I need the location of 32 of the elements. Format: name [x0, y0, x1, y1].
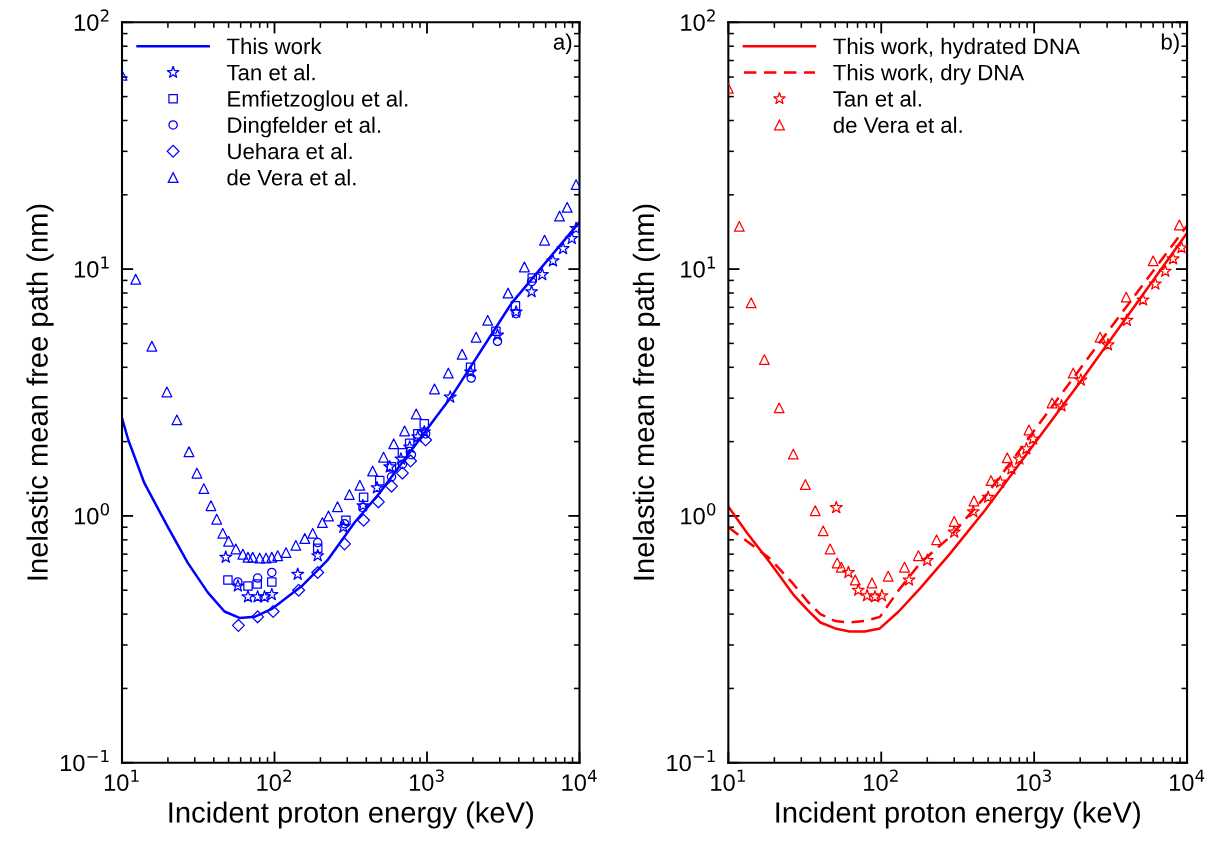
- x-tick-label: 10$^{1}$: [711, 769, 745, 792]
- x-axis-title: Incident proton energy (keV): [169, 801, 533, 829]
- legend-label: This work: [226, 37, 322, 55]
- legend-label: This work, dry DNA: [833, 64, 1025, 85]
- x-tick-label: 10$^{2}$: [864, 769, 898, 791]
- y-tick-label: 10$^{0}$: [681, 502, 716, 525]
- x-tick-label: 10$^{3}$: [1017, 769, 1051, 791]
- x-tick-label: 10$^{4}$: [1169, 769, 1205, 792]
- y-tick-label: 10$^{0}$: [74, 502, 110, 525]
- legend-label: de Vera et al.: [227, 169, 356, 186]
- y-tick-label: 10$^{−1}$: [60, 750, 109, 772]
- y-tick-label: 10$^{1}$: [74, 256, 109, 278]
- legend-label: Tan et al.: [226, 64, 315, 81]
- annotation: b): [1161, 33, 1179, 55]
- legend-label: Uehara et al.: [228, 142, 352, 160]
- legend-label: Emfietzoglou et al.: [228, 90, 408, 112]
- y-tick-label: 10$^{−1}$: [667, 750, 715, 772]
- legend-label: Tan et al.: [833, 90, 921, 107]
- x-tick-label: 10$^{4}$: [562, 769, 597, 792]
- x-axis-title: Incident proton energy (keV): [776, 801, 1140, 829]
- x-tick-label: 10$^{3}$: [409, 769, 444, 791]
- annotation: a): [553, 33, 572, 55]
- y-tick-label: 10$^{2}$: [74, 9, 109, 31]
- y-axis-title: Inelastic mean free path (nm): [632, 204, 660, 580]
- x-tick-label: 10$^{2}$: [257, 769, 291, 791]
- legend-label: de Vera et al.: [833, 116, 962, 133]
- legend-label: This work, hydrated DNA: [833, 37, 1080, 59]
- y-axis-title: Inelastic mean free path (nm): [26, 204, 54, 580]
- y-tick-label: 10$^{2}$: [681, 9, 715, 31]
- x-tick-label: 10$^{1}$: [104, 769, 139, 792]
- y-tick-label: 10$^{1}$: [681, 256, 715, 278]
- legend-label: Dingfelder et al.: [228, 116, 381, 138]
